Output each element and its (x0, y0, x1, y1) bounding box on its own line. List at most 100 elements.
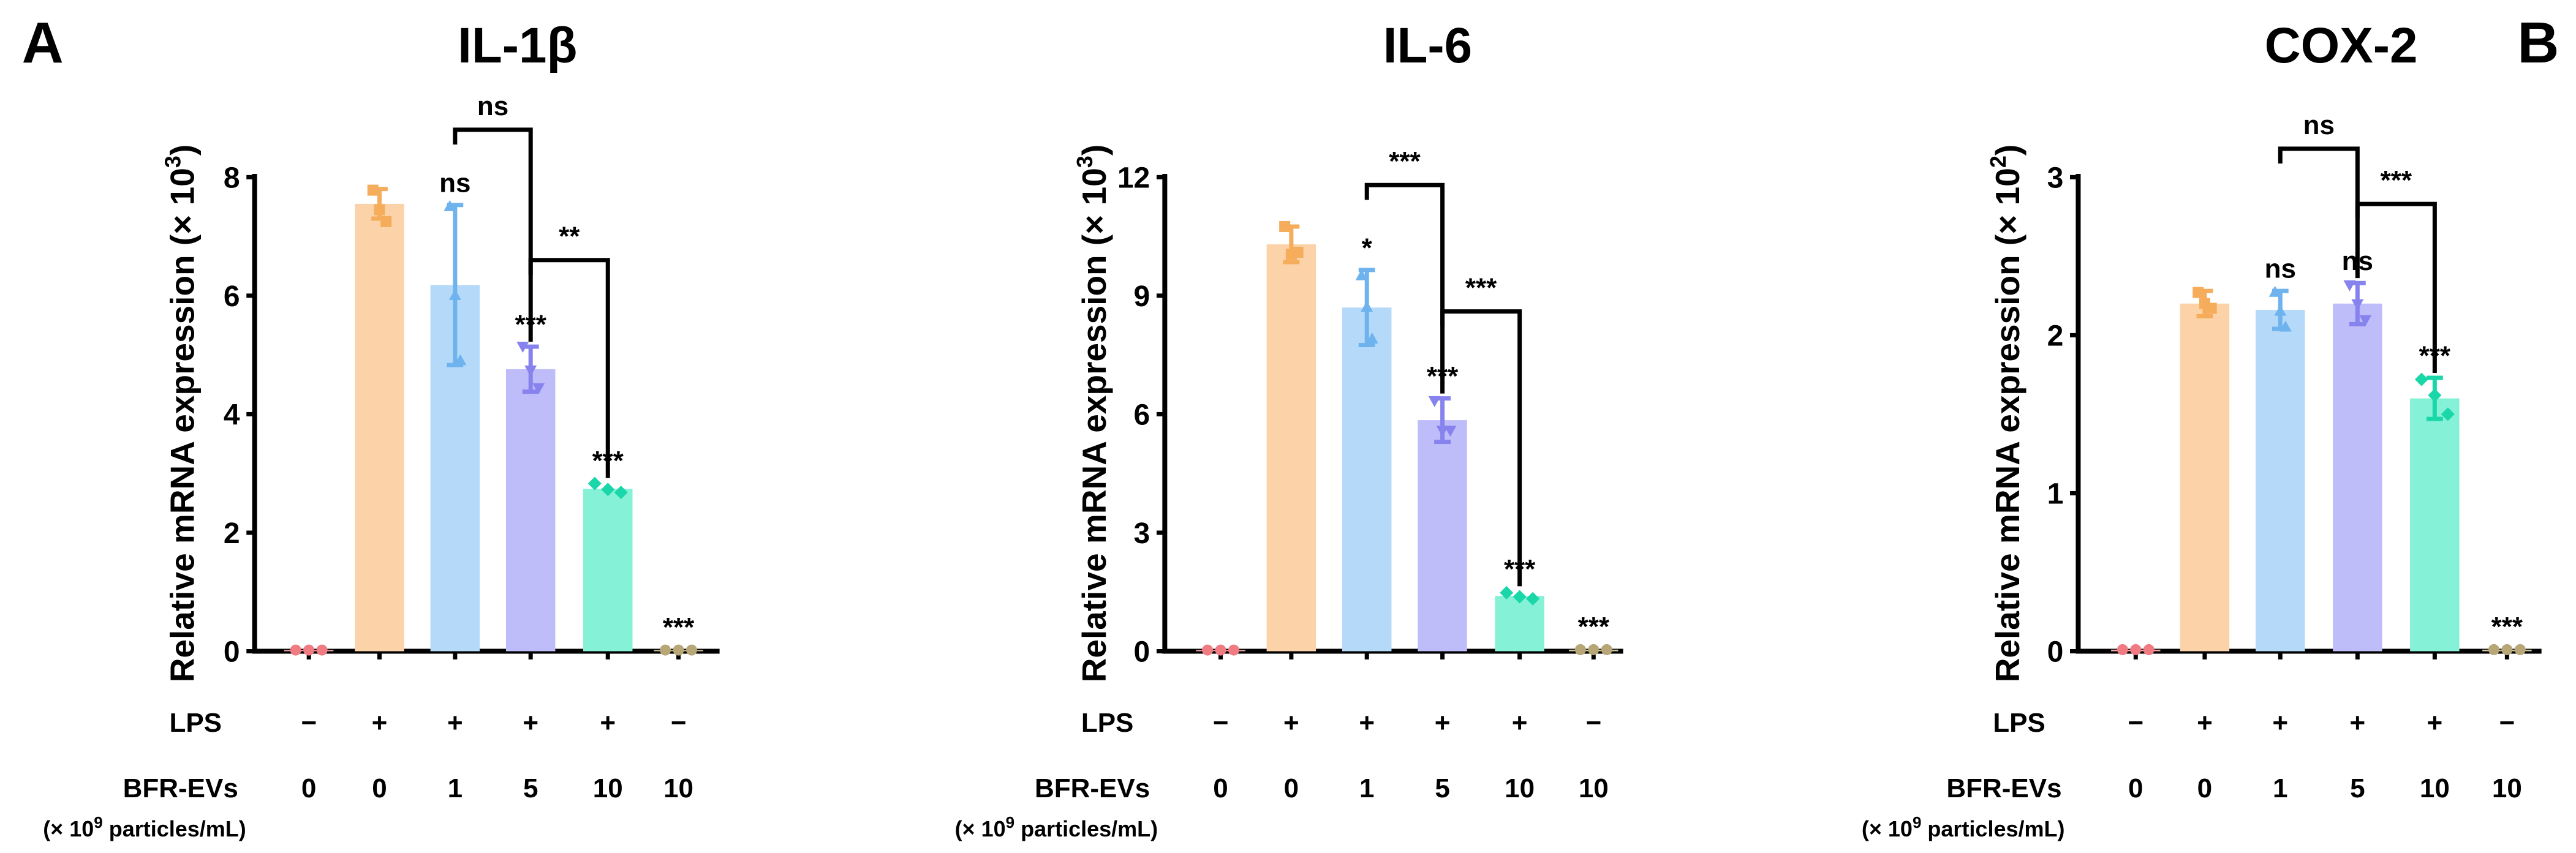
bfr-value: 10 (2420, 773, 2450, 803)
data-point (444, 200, 456, 211)
y-tick-label: 1 (2047, 478, 2064, 510)
data-point (1228, 644, 1240, 656)
data-point (2117, 644, 2128, 655)
bfr-unit-label: (× 109 particles/mL) (43, 813, 246, 841)
data-point (2205, 302, 2217, 314)
bfr-value: 10 (593, 773, 623, 803)
data-point (448, 288, 461, 300)
y-tick-label: 9 (1134, 280, 1150, 313)
lps-value: + (523, 708, 538, 738)
data-point (290, 644, 301, 656)
bracket-label: *** (1465, 273, 1497, 303)
data-point (303, 644, 315, 656)
lps-value: + (447, 708, 463, 738)
data-point (2359, 315, 2372, 326)
y-axis-label: Relative mRNA expression (× 103) (160, 145, 201, 682)
data-point (367, 184, 379, 196)
y-tick-label: 6 (1134, 399, 1150, 431)
bfr-unit-suffix: particles/mL) (103, 816, 246, 841)
data-point (1292, 246, 1304, 258)
data-point (1588, 644, 1600, 655)
y-tick-label: 3 (1134, 517, 1150, 550)
y-axis-label-exp: 2 (1985, 156, 2011, 168)
bfr-row-label: BFR-EVs (123, 773, 238, 803)
y-tick-label: 12 (1117, 162, 1150, 194)
data-point (2343, 280, 2356, 291)
significance-label: * (1362, 233, 1373, 263)
lps-value: + (1283, 708, 1299, 738)
bfr-unit-exp: 9 (1913, 813, 1921, 832)
significance-label: *** (663, 612, 695, 642)
y-axis-label-exp: 3 (160, 156, 185, 168)
y-tick-label: 3 (2047, 162, 2064, 194)
bar (2333, 303, 2382, 652)
bar (505, 369, 556, 652)
y-tick-label: 6 (224, 280, 240, 313)
bfr-value: 5 (523, 773, 538, 803)
data-point (660, 644, 671, 656)
data-point (1215, 644, 1226, 656)
bracket-label: ns (2303, 110, 2335, 140)
bfr-row-label: BFR-EVs (1946, 773, 2061, 803)
bar (1342, 307, 1392, 652)
y-axis-label-close: ) (1989, 145, 2026, 156)
lps-value: + (2272, 708, 2288, 738)
data-point (2514, 644, 2526, 655)
y-axis-label-text: Relative mRNA expression (× 10 (163, 168, 201, 682)
bracket-label: *** (2381, 165, 2412, 195)
bar (1418, 420, 1467, 652)
comparison-bracket (2355, 201, 2437, 374)
y-axis-label-exp: 3 (1072, 156, 1097, 168)
panel-A: A IL-1β Relative mRNA expression (× 103) 0 2… (22, 10, 720, 841)
chart-title: IL-1β (458, 18, 577, 73)
data-point (1436, 426, 1449, 437)
lps-row-label: LPS (1081, 708, 1134, 738)
bfr-value: 1 (1359, 773, 1374, 803)
data-point (2414, 372, 2428, 386)
bar (1266, 244, 1316, 652)
bfr-value: 10 (663, 773, 693, 803)
bfr-value: 1 (2273, 773, 2287, 803)
data-point (1601, 644, 1612, 655)
bfr-value: 0 (301, 773, 316, 803)
data-point (1513, 590, 1527, 604)
lps-value: − (1213, 708, 1229, 738)
data-point (374, 204, 385, 216)
bfr-value: 10 (2492, 773, 2522, 803)
lps-value: − (671, 708, 687, 738)
lps-value: + (2427, 708, 2443, 738)
data-point (316, 644, 328, 656)
lps-value: + (1435, 708, 1451, 738)
y-axis-label: Relative mRNA expression (× 103) (1072, 145, 1113, 682)
bfr-value: 5 (1435, 773, 1449, 803)
bfr-unit-exp: 9 (94, 813, 102, 832)
significance-label: ns (439, 168, 470, 198)
bfr-value: 0 (1213, 773, 1228, 803)
data-point (2351, 299, 2364, 310)
bfr-value: 0 (2128, 773, 2143, 803)
bracket-label: ns (477, 91, 508, 121)
lps-value: + (1512, 708, 1528, 738)
bracket-label: *** (1389, 146, 1421, 176)
data-point (532, 383, 545, 394)
lps-row-label: LPS (169, 708, 222, 738)
y-tick-label: 2 (224, 517, 240, 550)
bfr-value: 0 (2197, 773, 2212, 803)
significance-label: *** (1578, 612, 1610, 642)
bfr-unit-exp: 9 (1006, 813, 1014, 832)
data-point (454, 354, 467, 366)
y-axis-label-close: ) (1075, 145, 1113, 156)
bar (2410, 398, 2460, 652)
data-point (380, 216, 392, 227)
y-tick-label: 0 (1134, 636, 1150, 669)
chart-title: COX-2 (2265, 18, 2418, 73)
bfr-value: 10 (1579, 773, 1609, 803)
y-axis-label-close: ) (163, 145, 201, 156)
lps-value: + (1359, 708, 1375, 738)
bar (583, 489, 633, 652)
data-point (2488, 644, 2499, 655)
data-point (673, 644, 684, 656)
data-point (601, 483, 615, 497)
comparison-bracket (528, 258, 610, 478)
